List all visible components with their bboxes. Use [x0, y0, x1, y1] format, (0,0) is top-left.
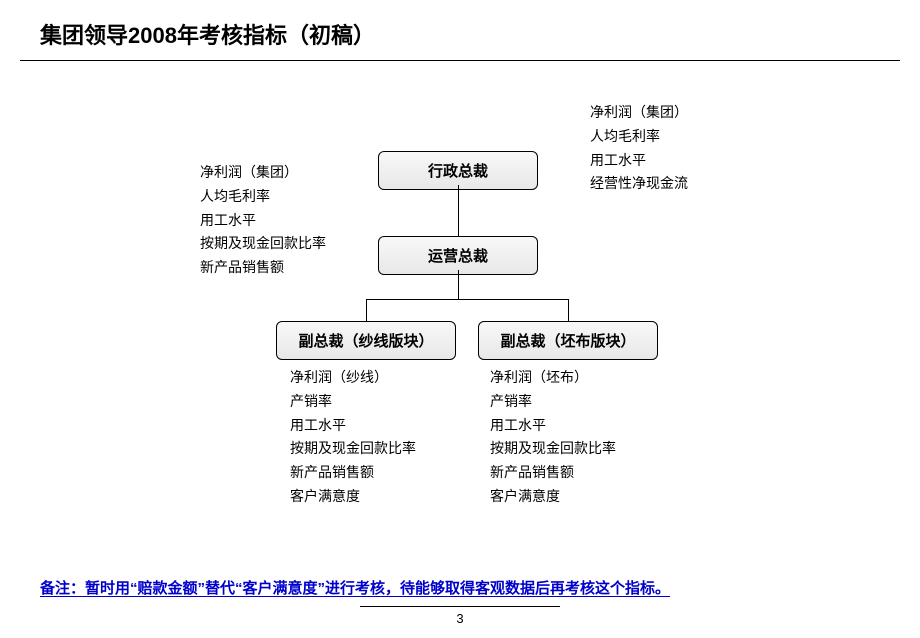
metric-item: 净利润（纱线） [290, 366, 416, 390]
metric-item: 客户满意度 [290, 485, 416, 509]
page-number-area: 3 [0, 606, 920, 626]
connector-h1 [366, 299, 568, 300]
org-box-vp-yarn: 副总裁（纱线版块） [276, 321, 456, 360]
connector-v4 [568, 299, 569, 321]
metric-item: 用工水平 [590, 149, 688, 173]
connector-v2 [458, 270, 459, 300]
footnote: 备注：暂时用“赔款金额”替代“客户满意度”进行考核，待能够取得客观数据后再考核这… [40, 580, 670, 597]
footnote-wrap: 备注：暂时用“赔款金额”替代“客户满意度”进行考核，待能够取得客观数据后再考核这… [40, 577, 880, 598]
metric-item: 客户满意度 [490, 485, 616, 509]
page-number-line [360, 606, 560, 607]
metric-item: 人均毛利率 [200, 185, 326, 209]
connector-v3 [366, 299, 367, 321]
metric-item: 按期及现金回款比率 [290, 437, 416, 461]
diagram-area: 行政总裁 运营总裁 副总裁（纱线版块） 副总裁（坯布版块） 净利润（集团） 人均… [0, 61, 920, 561]
metric-item: 用工水平 [200, 209, 326, 233]
metric-item: 新产品销售额 [200, 256, 326, 280]
metric-item: 产销率 [490, 390, 616, 414]
metric-item: 净利润（集团） [200, 161, 326, 185]
metric-item: 新产品销售额 [290, 461, 416, 485]
page-number: 3 [456, 611, 463, 626]
metric-item: 新产品销售额 [490, 461, 616, 485]
metric-item: 产销率 [290, 390, 416, 414]
metric-item: 按期及现金回款比率 [490, 437, 616, 461]
metrics-admin-president: 净利润（集团） 人均毛利率 用工水平 经营性净现金流 [590, 101, 688, 196]
metric-item: 用工水平 [490, 414, 616, 438]
metric-item: 按期及现金回款比率 [200, 232, 326, 256]
metric-item: 净利润（集团） [590, 101, 688, 125]
connector-v1 [458, 185, 459, 236]
metric-item: 经营性净现金流 [590, 172, 688, 196]
metric-item: 净利润（坯布） [490, 366, 616, 390]
metrics-ops-president: 净利润（集团） 人均毛利率 用工水平 按期及现金回款比率 新产品销售额 [200, 161, 326, 280]
metric-item: 用工水平 [290, 414, 416, 438]
metric-item: 人均毛利率 [590, 125, 688, 149]
metrics-vp-yarn: 净利润（纱线） 产销率 用工水平 按期及现金回款比率 新产品销售额 客户满意度 [290, 366, 416, 509]
page-title: 集团领导2008年考核指标（初稿） [0, 0, 920, 60]
org-box-vp-fabric: 副总裁（坯布版块） [478, 321, 658, 360]
metrics-vp-fabric: 净利润（坯布） 产销率 用工水平 按期及现金回款比率 新产品销售额 客户满意度 [490, 366, 616, 509]
